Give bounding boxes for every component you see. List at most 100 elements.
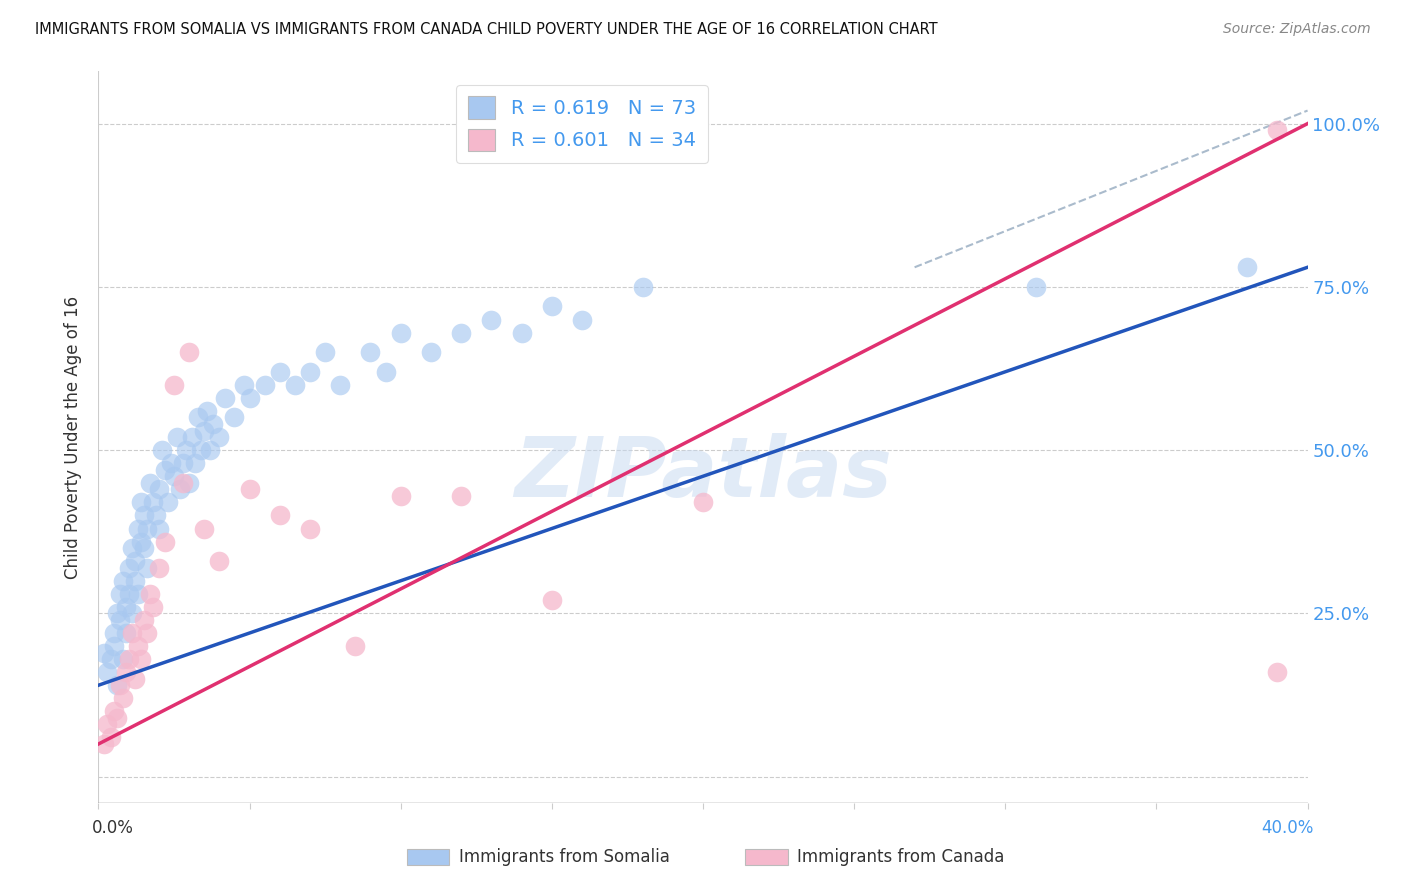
Point [108, 587, 131, 601]
Point [1024, 280, 1046, 294]
Point [253, 377, 276, 392]
Text: 0.0%: 0.0% [93, 819, 134, 837]
Point [139, 587, 162, 601]
Point [174, 443, 197, 458]
Point [193, 424, 215, 438]
Point [166, 430, 188, 444]
Point [129, 652, 152, 666]
Point [111, 691, 134, 706]
Point [153, 463, 176, 477]
Point [127, 521, 149, 535]
Point [163, 377, 186, 392]
Point [124, 554, 146, 568]
Point [172, 475, 194, 490]
Point [450, 326, 472, 340]
Point [129, 495, 152, 509]
Text: Source: ZipAtlas.com: Source: ZipAtlas.com [1223, 22, 1371, 37]
Point [156, 495, 179, 509]
Point [1236, 260, 1258, 275]
Point [344, 639, 367, 653]
Point [571, 312, 593, 326]
Point [132, 541, 155, 555]
Point [1267, 665, 1289, 680]
Point [160, 456, 183, 470]
Point [187, 410, 209, 425]
Point [148, 560, 170, 574]
Point [540, 300, 562, 314]
Point [284, 377, 307, 392]
Point [148, 483, 170, 497]
Point [135, 626, 157, 640]
Point [114, 665, 136, 680]
Point [181, 430, 204, 444]
Text: Immigrants from Canada: Immigrants from Canada [797, 848, 1005, 866]
Point [631, 280, 654, 294]
Point [114, 599, 136, 614]
Point [135, 521, 157, 535]
Point [299, 365, 322, 379]
Point [127, 587, 149, 601]
Point [118, 652, 141, 666]
Point [692, 495, 714, 509]
Point [93, 646, 115, 660]
Point [96, 717, 118, 731]
Point [150, 443, 173, 458]
Point [184, 456, 207, 470]
Legend: R = 0.619   N = 73, R = 0.601   N = 34: R = 0.619 N = 73, R = 0.601 N = 34 [457, 85, 707, 162]
Point [142, 599, 165, 614]
Point [118, 560, 141, 574]
Point [124, 672, 146, 686]
Point [193, 521, 215, 535]
Point [129, 534, 152, 549]
Point [142, 495, 165, 509]
Point [179, 345, 201, 359]
Point [108, 678, 131, 692]
Point [389, 326, 412, 340]
FancyBboxPatch shape [745, 849, 787, 865]
Point [420, 345, 443, 359]
Point [132, 508, 155, 523]
Point [450, 489, 472, 503]
Point [239, 483, 262, 497]
Point [118, 587, 141, 601]
Text: Immigrants from Somalia: Immigrants from Somalia [458, 848, 669, 866]
Point [105, 711, 128, 725]
Point [179, 475, 201, 490]
Point [114, 626, 136, 640]
Point [232, 377, 254, 392]
Point [121, 607, 143, 621]
Point [103, 639, 125, 653]
Point [510, 326, 533, 340]
Point [105, 678, 128, 692]
Point [200, 443, 222, 458]
Point [269, 508, 291, 523]
Point [103, 626, 125, 640]
Point [1267, 123, 1289, 137]
Point [214, 391, 236, 405]
Point [389, 489, 412, 503]
Point [148, 521, 170, 535]
Point [208, 430, 231, 444]
Point [208, 554, 231, 568]
Point [103, 705, 125, 719]
Point [202, 417, 225, 431]
Point [540, 593, 562, 607]
Point [481, 312, 503, 326]
Text: IMMIGRANTS FROM SOMALIA VS IMMIGRANTS FROM CANADA CHILD POVERTY UNDER THE AGE OF: IMMIGRANTS FROM SOMALIA VS IMMIGRANTS FR… [35, 22, 938, 37]
Y-axis label: Child Poverty Under the Age of 16: Child Poverty Under the Age of 16 [65, 295, 83, 579]
Point [195, 404, 218, 418]
Point [169, 483, 191, 497]
Point [239, 391, 262, 405]
Point [314, 345, 336, 359]
Point [329, 377, 352, 392]
Point [124, 574, 146, 588]
Point [163, 469, 186, 483]
Point [153, 534, 176, 549]
Point [135, 560, 157, 574]
Point [127, 639, 149, 653]
Point [374, 365, 396, 379]
Point [111, 574, 134, 588]
Text: ZIPatlas: ZIPatlas [515, 434, 891, 514]
FancyBboxPatch shape [406, 849, 449, 865]
Point [224, 410, 246, 425]
